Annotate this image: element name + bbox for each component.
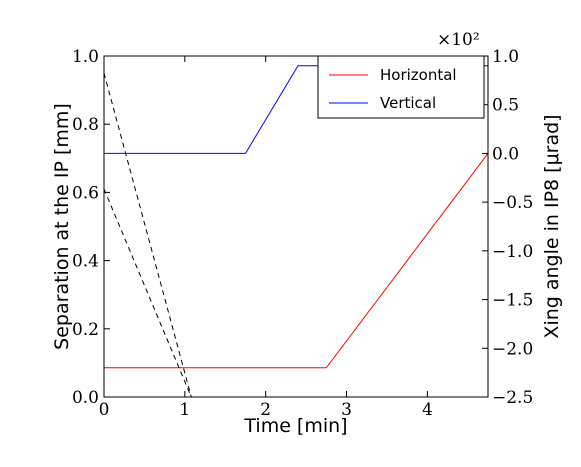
series-line-dashed-3	[103, 188, 192, 398]
x-tick-label: 2	[260, 400, 271, 420]
legend-label-vertical: Vertical	[380, 94, 436, 112]
right-y-axis-label: Xing angle in IP8 [μrad]	[541, 114, 563, 338]
right-y-tick-label: −2.0	[492, 339, 533, 359]
left-y-tick-label: 0.2	[72, 320, 99, 340]
left-y-tick-label: 0.0	[72, 388, 99, 408]
left-y-tick-label: 0.8	[72, 115, 99, 135]
right-y-tick-label: −1.0	[492, 242, 533, 262]
plot-frame	[103, 55, 489, 398]
left-y-tick-label: 0.4	[72, 252, 99, 272]
right-y-tick-label: −2.5	[492, 388, 533, 408]
x-tick-label: 0	[99, 400, 110, 420]
left-y-axis-label: Separation at the IP [mm]	[51, 103, 73, 350]
x-tick-label: 3	[341, 400, 352, 420]
right-y-tick-label: −0.5	[492, 193, 533, 213]
right-y-tick-label: 0.0	[492, 144, 519, 164]
x-tick-label: 1	[179, 400, 190, 420]
right-y-tick-label: −1.5	[492, 291, 533, 311]
right-y-tick-label: 0.5	[492, 96, 519, 116]
right-axis-multiplier: ×10²	[437, 30, 480, 50]
left-y-tick-label: 0.6	[72, 183, 99, 203]
legend-label-horizontal: Horizontal	[380, 66, 457, 84]
legend: Horizontal Vertical	[317, 55, 485, 119]
series-line-horizontal	[104, 153, 489, 369]
x-tick-label: 4	[422, 400, 433, 420]
x-axis-label: Time [min]	[243, 415, 347, 437]
legend-box	[317, 55, 485, 119]
ticks-layer: 0 1 2 3 4 0.0 0.2 0.4 0.6 0.8 1.0 −2.5 −2.0 −1.5 −1.0 −…	[72, 47, 533, 420]
right-y-tick-label: 1.0	[492, 47, 519, 67]
left-y-tick-label: 1.0	[72, 47, 99, 67]
series-line-dashed-2	[103, 72, 192, 398]
